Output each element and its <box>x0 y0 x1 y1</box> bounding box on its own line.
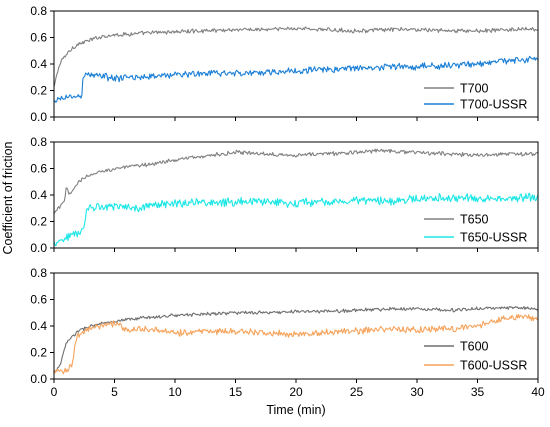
legend-label: T650-USSR <box>460 231 527 245</box>
x-tick-label: 10 <box>168 385 182 399</box>
x-tick-label: 40 <box>531 385 545 399</box>
y-tick-label: 0.6 <box>30 162 47 176</box>
y-tick-label: 0.0 <box>30 110 47 124</box>
y-tick-label: 0.8 <box>30 266 47 280</box>
x-tick-label: 25 <box>350 385 364 399</box>
x-tick-label: 15 <box>229 385 243 399</box>
panel-2: 0.0 0.2 0.4 0.6 0.8 T650 T650-USSR <box>30 135 539 255</box>
y-tick-label: 0.4 <box>30 319 47 333</box>
y-tick-label: 0.2 <box>30 215 47 229</box>
panel-1: 0.0 0.2 0.4 0.6 0.8 T700 T700-USSR <box>30 4 539 124</box>
y-tick-label: 0.8 <box>30 4 47 18</box>
y-tick-label: 0.6 <box>30 31 47 45</box>
legend: T600 T600-USSR <box>424 340 527 373</box>
x-tick-label: 0 <box>51 385 58 399</box>
y-tick-label: 0.2 <box>30 84 47 98</box>
legend-label: T650 <box>460 213 489 227</box>
y-tick-label: 0.2 <box>30 346 47 360</box>
series-line-3-2 <box>54 313 538 375</box>
y-axis-title: Coefficient of friction <box>1 141 15 254</box>
y-tick-label: 0.0 <box>30 372 47 386</box>
legend-label: T700-USSR <box>460 98 527 112</box>
y-tick-label: 0.6 <box>30 293 47 307</box>
legend-label: T600 <box>460 340 489 354</box>
legend-label: T600-USSR <box>460 359 527 373</box>
y-tick-label: 0.4 <box>30 188 47 202</box>
x-tick-label: 35 <box>471 385 485 399</box>
series-line-2-1 <box>54 148 538 215</box>
x-axis-title: Time (min) <box>266 403 325 417</box>
panel-3: 0.0 0.2 0.4 0.6 0.8 0 5 10 15 20 25 30 35 40 T600 T600-… <box>30 266 545 399</box>
legend: T700 T700-USSR <box>424 82 527 112</box>
legend: T650 T650-USSR <box>424 213 527 245</box>
series-line-1-2 <box>54 55 538 103</box>
series-line-2-2 <box>54 192 538 247</box>
x-tick-label: 20 <box>289 385 303 399</box>
legend-label: T700 <box>460 82 489 96</box>
y-tick-label: 0.4 <box>30 57 47 71</box>
series-line-1-1 <box>54 26 538 87</box>
series-line-3-1 <box>54 306 538 373</box>
x-tick-label: 30 <box>410 385 424 399</box>
y-tick-label: 0.0 <box>30 241 47 255</box>
y-tick-label: 0.8 <box>30 135 47 149</box>
x-tick-label: 5 <box>111 385 118 399</box>
